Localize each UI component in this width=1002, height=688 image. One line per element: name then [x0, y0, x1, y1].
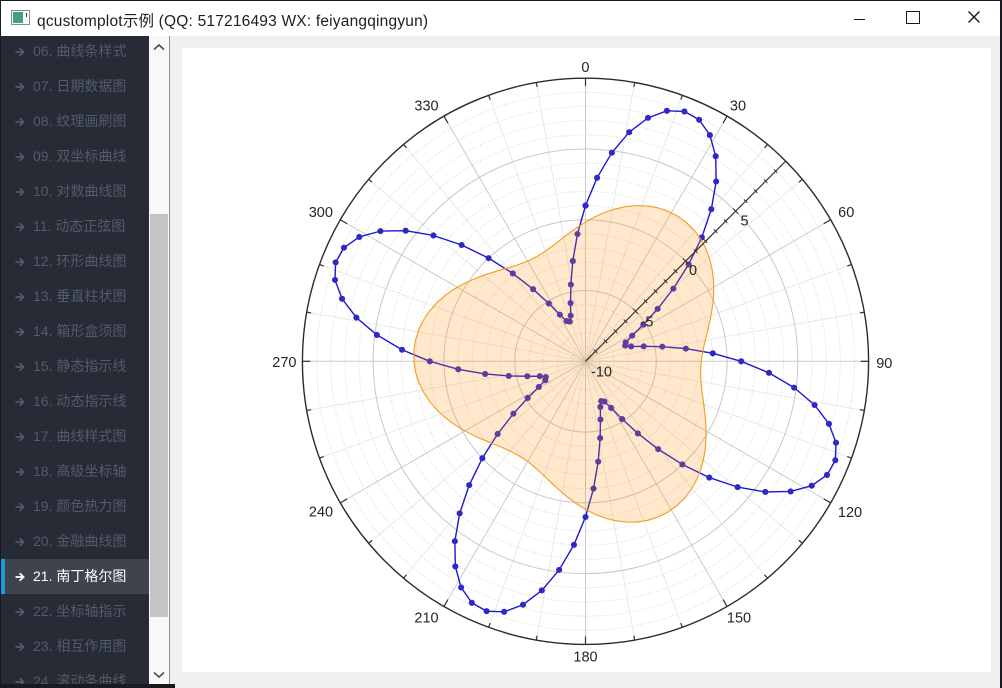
svg-text:60: 60 — [838, 204, 854, 220]
svg-text:120: 120 — [838, 505, 862, 521]
svg-text:240: 240 — [309, 504, 333, 520]
svg-text:150: 150 — [727, 610, 751, 626]
svg-text:30: 30 — [730, 98, 746, 114]
svg-text:5: 5 — [740, 213, 748, 229]
svg-text:0: 0 — [581, 60, 589, 76]
svg-text:300: 300 — [309, 204, 333, 220]
svg-text:180: 180 — [573, 649, 597, 665]
svg-text:270: 270 — [272, 355, 296, 371]
svg-text:330: 330 — [414, 98, 438, 114]
svg-text:210: 210 — [414, 610, 438, 626]
svg-text:90: 90 — [876, 356, 892, 372]
svg-text:-10: -10 — [591, 364, 612, 380]
svg-text:-5: -5 — [641, 314, 654, 330]
svg-text:0: 0 — [689, 263, 697, 279]
